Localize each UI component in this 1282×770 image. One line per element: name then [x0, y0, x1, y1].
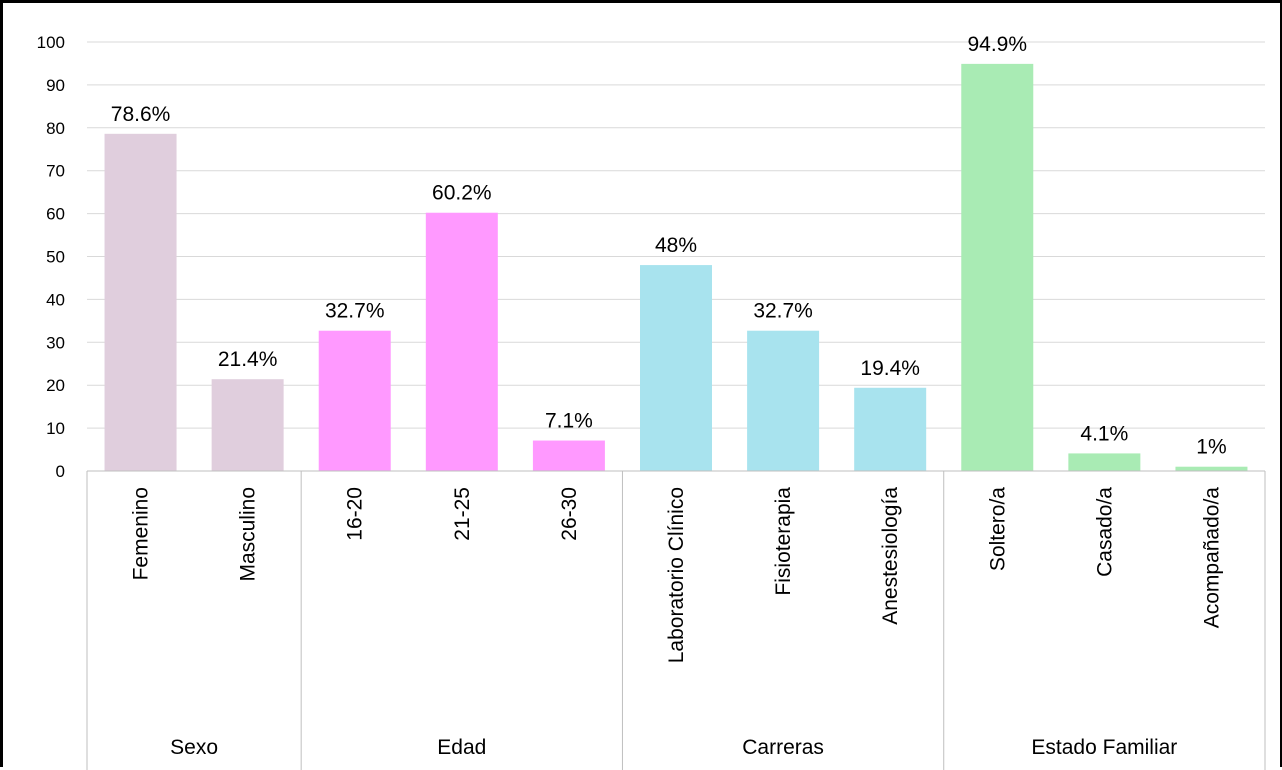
bar [961, 63, 1034, 472]
y-tick-label: 80 [46, 119, 65, 138]
bar [854, 387, 927, 471]
y-tick-label: 50 [46, 248, 65, 267]
category-label: Masculino [237, 487, 260, 582]
bar [318, 330, 391, 471]
data-label: 32.7% [325, 300, 385, 323]
bar-chart: 78.6% 21.4% 32.7% 60.2% 7.1% 48% 32.7% 19.4% 94.… [37, 33, 1266, 770]
bar [1175, 466, 1248, 471]
y-tick-label: 0 [56, 462, 65, 481]
group-label: Estado Familiar [1031, 736, 1177, 759]
bar [532, 440, 605, 471]
bars [104, 63, 1248, 472]
data-label: 21.4% [218, 348, 278, 371]
category-label: 21-25 [451, 487, 474, 541]
data-label: 78.6% [111, 103, 171, 126]
group-label: Sexo [170, 736, 218, 759]
data-label: 1% [1196, 436, 1226, 459]
bar [211, 379, 284, 471]
category-label: Femenino [130, 487, 153, 580]
category-label: Casado/a [1093, 487, 1116, 577]
group-label: Edad [437, 736, 486, 759]
category-label: Fisioterapia [772, 487, 795, 596]
category-label: Anestesiología [879, 487, 902, 625]
data-label: 19.4% [860, 357, 920, 380]
category-label: Acompañado/a [1200, 487, 1223, 629]
bar [425, 212, 498, 471]
data-label: 7.1% [545, 410, 593, 433]
data-labels: 78.6% 21.4% 32.7% 60.2% 7.1% 48% 32.7% 19.4% 94.… [111, 33, 1227, 459]
data-label: 4.1% [1080, 422, 1128, 445]
category-label: Laboratorio Clínico [665, 487, 688, 663]
y-tick-label: 70 [46, 162, 65, 181]
data-label: 60.2% [432, 182, 492, 205]
bar [104, 133, 177, 471]
y-tick-label: 20 [46, 376, 65, 395]
bar [747, 330, 820, 471]
y-tick-label: 100 [37, 33, 65, 52]
y-tick-label: 90 [46, 76, 65, 95]
y-tick-label: 60 [46, 205, 65, 224]
category-label: Soltero/a [986, 487, 1009, 571]
category-label: 26-30 [558, 487, 581, 541]
data-label: 48% [655, 234, 697, 257]
data-label: 94.9% [967, 33, 1027, 56]
y-tick-label: 10 [46, 419, 65, 438]
y-tick-label: 30 [46, 333, 65, 352]
data-label: 32.7% [753, 300, 813, 323]
axes: 0 10 20 30 40 50 60 70 80 90 100 Femenino Masculino S… [37, 33, 1266, 770]
bar [640, 265, 712, 471]
bar [1068, 453, 1141, 471]
category-label: 16-20 [344, 487, 367, 541]
group-label: Carreras [742, 736, 824, 759]
y-tick-label: 40 [46, 290, 65, 309]
